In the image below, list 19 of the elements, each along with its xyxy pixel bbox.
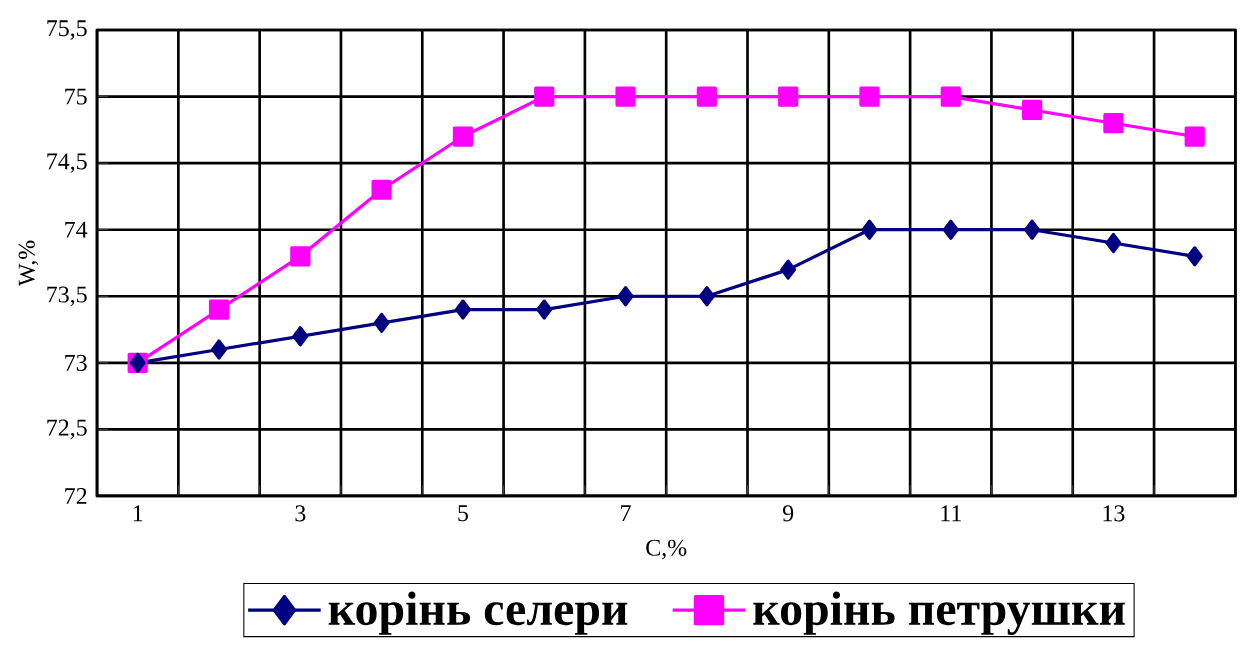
y-tick-label: 72 <box>65 488 87 504</box>
y-tick-label: 74,5 <box>47 153 87 173</box>
y-tick-label: 74 <box>65 221 88 238</box>
y-tick-label: 72,5 <box>47 419 87 440</box>
y-tick-label: 75,5 <box>47 20 87 40</box>
x-tick-label: 7 <box>621 505 631 522</box>
x-tick-label: 1 <box>133 505 143 522</box>
legend-label: корінь петрушки <box>753 591 1125 636</box>
y-tick-label: 73,5 <box>47 286 87 307</box>
y-tick-label: 73 <box>65 354 87 371</box>
y-tick-label: 75 <box>65 88 87 105</box>
x-tick-label: 11 <box>941 505 961 522</box>
y-axis-title: W,% <box>18 240 39 287</box>
legend-label: корінь селери <box>328 591 628 635</box>
x-tick-label: 9 <box>782 505 794 522</box>
x-tick-label: 3 <box>295 505 306 522</box>
x-tick-label: 5 <box>458 505 468 522</box>
x-axis-title: C,% <box>646 539 687 560</box>
x-tick-label: 13 <box>1103 505 1125 522</box>
